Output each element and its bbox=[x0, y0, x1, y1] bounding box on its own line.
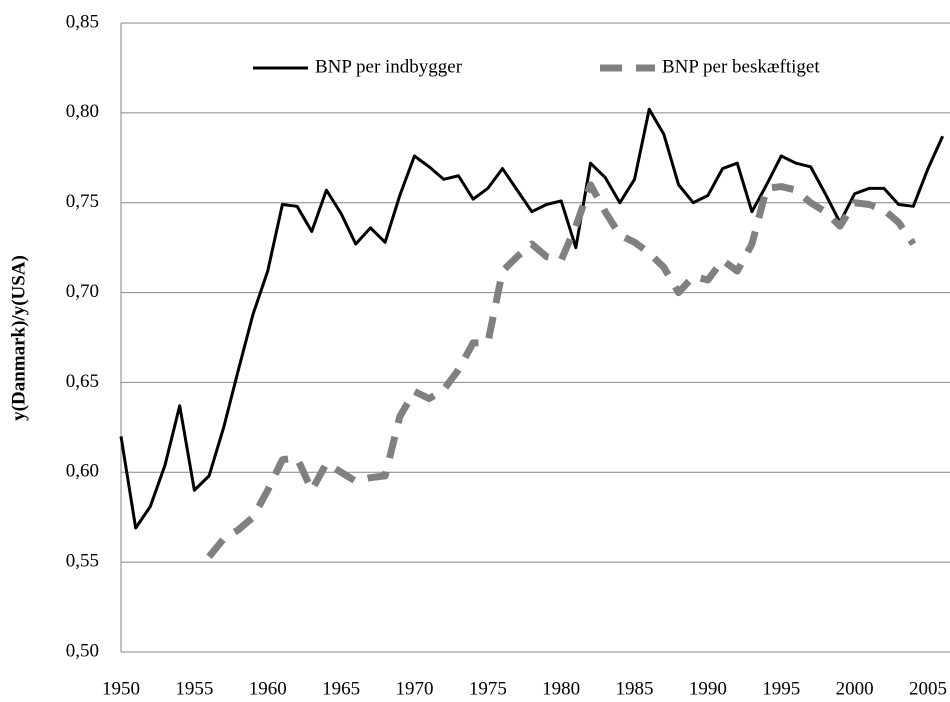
x-tick-label: 2000 bbox=[836, 678, 874, 699]
x-tick-label: 1995 bbox=[762, 678, 800, 699]
legend-label: BNP per indbygger bbox=[315, 56, 463, 77]
x-tick-label: 1960 bbox=[249, 678, 287, 699]
series-line bbox=[206, 181, 917, 559]
y-tick-label: 0,75 bbox=[66, 191, 99, 212]
y-tick-label: 0,65 bbox=[66, 371, 99, 392]
y-tick-label: 0,55 bbox=[66, 551, 99, 572]
x-tick-label: 1990 bbox=[689, 678, 727, 699]
x-tick-label: 2005 bbox=[909, 678, 947, 699]
x-tick-label: 1970 bbox=[395, 678, 433, 699]
y-tick-label: 0,50 bbox=[66, 640, 99, 661]
x-tick-label: 1980 bbox=[542, 678, 580, 699]
y-tick-label: 0,60 bbox=[66, 461, 99, 482]
x-tick-label: 1975 bbox=[469, 678, 507, 699]
y-tick-label: 0,85 bbox=[66, 11, 99, 32]
x-tick-label: 1950 bbox=[102, 678, 140, 699]
legend-label: BNP per beskæftiget bbox=[662, 56, 820, 77]
x-tick-label: 1985 bbox=[616, 678, 654, 699]
y-tick-label: 0,80 bbox=[66, 101, 99, 122]
x-tick-label: 1955 bbox=[175, 678, 213, 699]
y-axis-label: y(Danmark)/y(USA) bbox=[8, 255, 29, 421]
y-tick-label: 0,70 bbox=[66, 281, 99, 302]
x-tick-label: 1965 bbox=[322, 678, 360, 699]
series-line bbox=[119, 107, 945, 530]
